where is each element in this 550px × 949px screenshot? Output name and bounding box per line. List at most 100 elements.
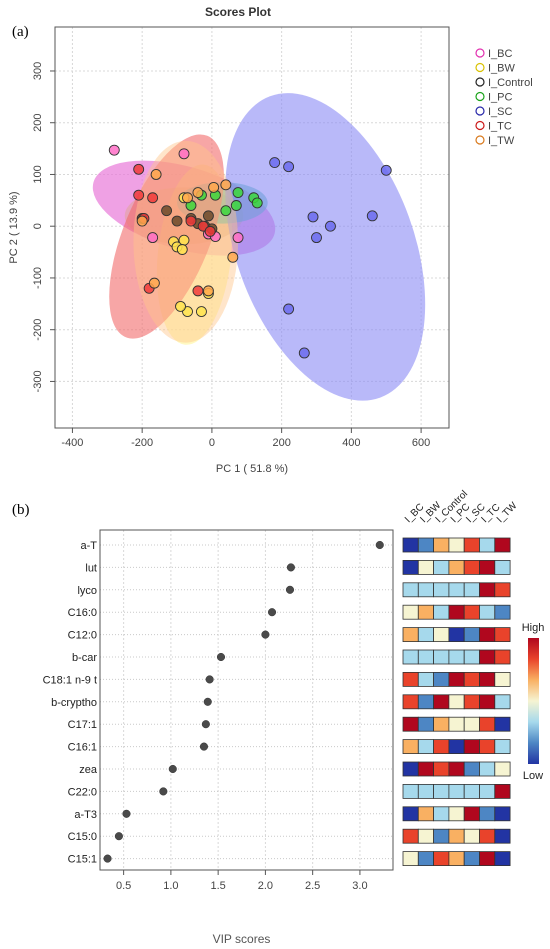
heatmap-cell [448,761,465,777]
heatmap-cell [402,739,419,754]
heatmap-cell [463,672,480,687]
scores-plot-frame [54,26,450,429]
heatmap-cell [448,537,465,553]
legend-marker [475,120,485,131]
score-point-i-bc [178,148,190,160]
heatmap-cell [433,828,450,844]
heatmap-cell [479,560,496,575]
heatmap-cell [494,806,511,822]
heatmap-cell [417,672,434,687]
scale-low-label: Low [523,770,543,782]
score-point-i-tc [192,285,204,297]
heatmap-cell [479,627,496,642]
score-point-i-bw [175,300,186,312]
vip-point [205,675,214,684]
heatmap-cell [448,828,465,844]
variable-label: C17:1 [68,719,97,731]
legend-label: I_PC [488,92,513,104]
vip-point [375,540,384,550]
heatmap-cell [402,627,419,642]
legend-label: I_TW [488,135,515,147]
heatmap-cell [417,627,434,642]
heatmap-cell [479,604,496,620]
heatmap-cell [494,739,511,754]
vip-point [159,787,168,796]
vip-plot-frame [99,529,394,871]
heatmap-cell [433,649,450,665]
score-point-i-sc [380,164,392,176]
variable-label: a-T [81,540,98,552]
vip-point [286,563,295,572]
heatmap-cell [433,806,450,822]
heatmap-cell [463,649,480,665]
score-point-i-sc [283,303,295,315]
score-point-i-tw [208,181,220,193]
heatmap-cell [402,649,419,665]
heatmap-cell [494,761,511,777]
heatmap-cell [417,761,434,777]
score-point-i-tw [192,187,204,199]
heatmap-cell [479,537,496,553]
score-point-i-tc [133,163,145,175]
score-point-i-bc [108,144,120,156]
score-point-i-bw [178,234,190,246]
heatmap-cell [448,672,465,687]
heatmap-cell [402,672,419,687]
vip-point [261,630,270,639]
x-tick-label: 3.0 [352,880,367,892]
score-point-i-sc [311,232,322,244]
heatmap-cell [479,784,496,799]
score-point-i-tw [227,251,239,263]
vip-point [267,608,277,617]
score-point-i-pc [232,187,244,199]
vip-point [285,585,295,594]
heatmap-cell [417,694,434,710]
heatmap-cell [463,560,480,575]
heatmap-cell [494,649,511,665]
color-scale-bar [528,638,539,764]
heatmap-cell [494,627,511,642]
x-tick-label: -400 [61,437,83,449]
y-tick-label: 0 [32,223,44,229]
heatmap-cell [433,694,450,710]
vip-point [203,697,212,706]
x-axis-title: VIP scores [213,932,271,946]
heatmap-cell [417,739,434,754]
column-label: I_TW [495,500,520,525]
legend-marker [475,91,485,102]
heatmap-cell [433,582,450,598]
heatmap-cell [479,851,496,866]
score-point-i-control [161,205,173,217]
heatmap-cell [494,694,511,710]
heatmap-cell [402,851,419,866]
heatmap-cell [448,716,465,732]
heatmap-cell [417,560,434,575]
heatmap-cell [463,828,480,844]
vip-plot: a-T lut lyco C16:0 C12:0 b-car C18:1 n-9 t b-cr… [43,529,394,946]
scores-plot: -400 -200 0 200 400 600 -300 -200 -100 0 100 200 300… [8,26,533,475]
y-tick-label: 300 [32,62,44,80]
heatmap-cell [463,716,480,732]
scores-plot-title: Scores Plot [205,5,271,19]
score-point-i-sc [366,210,378,222]
confidence-ellipse-i-sc [225,93,426,401]
y-tick-label: 200 [32,114,44,132]
variable-label: zea [79,764,98,776]
heatmap-cell [479,694,496,710]
score-point-i-sc [269,157,281,169]
legend-label: I_Control [488,77,533,89]
heatmap-cell [402,806,419,822]
heatmap-cell [463,582,480,598]
score-point-i-tc [185,215,197,227]
variable-label: b-car [72,652,97,664]
heatmap-cell [448,694,465,710]
heatmap-cell [402,537,419,553]
heatmap-cell [448,604,465,620]
score-point-i-pc [251,197,263,209]
score-point-i-tc [147,192,159,204]
heatmap-cell [417,828,434,844]
panel-a-label: (a) [12,24,29,40]
heatmap-cell [448,627,465,642]
heatmap-cell [417,806,434,822]
